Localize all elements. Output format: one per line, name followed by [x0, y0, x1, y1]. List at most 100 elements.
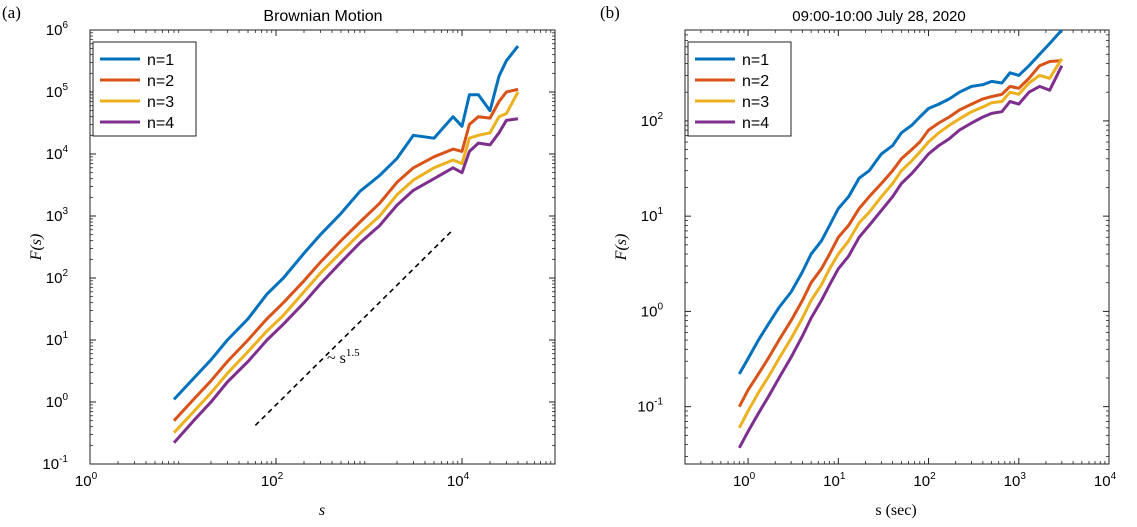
- y-tick-exponent: 0: [62, 392, 68, 403]
- plot-area-b: [684, 29, 1110, 465]
- y-tick-base: 10: [641, 303, 658, 320]
- series-line-n-3: [737, 57, 1064, 429]
- slope-annotation: ~ s1.5: [327, 347, 360, 367]
- series-line-n-2: [172, 87, 519, 422]
- x-tick-label: 104: [447, 471, 470, 490]
- legend-label: n=4: [742, 115, 769, 132]
- x-tick-exponent: 4: [464, 471, 470, 482]
- legend-label: n=3: [147, 94, 174, 111]
- x-tick-base: 10: [823, 473, 840, 490]
- legend-label: n=1: [147, 52, 174, 69]
- slope-reference-line: [254, 229, 454, 426]
- legend-a: n=1 n=2 n=3 n=4: [92, 41, 197, 137]
- y-tick-base: 10: [46, 146, 63, 163]
- series-line-n-4: [172, 117, 519, 444]
- y-tick-exponent: 1: [657, 206, 663, 217]
- panel-label-b: (b): [600, 3, 620, 22]
- legend-label: n=3: [742, 94, 769, 111]
- x-tick-label: 103: [1004, 471, 1027, 490]
- series-line-n-3: [172, 91, 520, 434]
- y-tick-label: 105: [46, 82, 69, 101]
- series-line-n-1: [737, 28, 1063, 375]
- y-tick-exponent: 6: [62, 20, 68, 31]
- x-tick-base: 10: [1004, 473, 1021, 490]
- x-tick-label: 102: [261, 471, 284, 490]
- x-tick-exponent: 2: [278, 471, 284, 482]
- y-tick-label: 10-1: [637, 397, 663, 416]
- panel-label-a: (a): [2, 3, 21, 22]
- y-axis-label-a: F(s): [28, 234, 45, 262]
- plot-area-a: [89, 29, 556, 465]
- x-tick-base: 10: [75, 473, 92, 490]
- x-tick-exponent: 2: [930, 471, 936, 482]
- panel-b: (b) 09:00-10:00 July 28, 2020 100 101 102 1…: [600, 3, 1117, 519]
- x-tick-exponent: 4: [1111, 471, 1117, 482]
- y-tick-base: 10: [42, 456, 59, 473]
- series-group-a: [172, 45, 520, 444]
- series-line-n-1: [172, 45, 520, 401]
- y-tick-exponent: 1: [62, 330, 68, 341]
- y-tick-exponent: -1: [59, 454, 68, 465]
- slope-annotation-text: ~ s: [327, 350, 346, 367]
- x-tick-base: 10: [913, 473, 930, 490]
- y-tick-base: 10: [46, 270, 63, 287]
- x-tick-label: 104: [1094, 471, 1117, 490]
- legend-label: n=2: [742, 73, 769, 90]
- y-tick-base: 10: [637, 399, 654, 416]
- legend-label: n=2: [147, 73, 174, 90]
- y-tick-exponent: 3: [62, 206, 68, 217]
- y-tick-label: 106: [46, 20, 69, 39]
- y-tick-base: 10: [46, 208, 63, 225]
- x-tick-label: 101: [823, 471, 846, 490]
- legend-label: n=4: [147, 115, 174, 132]
- y-tick-label: 101: [46, 330, 69, 349]
- chart-title-b: 09:00-10:00 July 28, 2020: [792, 8, 965, 25]
- x-tick-label: 100: [75, 471, 98, 490]
- y-tick-exponent: 4: [62, 144, 68, 155]
- series-line-n-2: [737, 59, 1062, 408]
- x-tick-label: 100: [733, 471, 756, 490]
- y-tick-label: 10-1: [42, 454, 68, 473]
- y-tick-label: 102: [46, 268, 69, 287]
- panel-a: (a) Brownian Motion 100 102 10410-11001011…: [2, 3, 556, 519]
- x-tick-exponent: 0: [750, 471, 756, 482]
- y-tick-base: 10: [46, 332, 63, 349]
- x-axis-label-b: s (sec): [875, 502, 916, 519]
- x-tick-base: 10: [261, 473, 278, 490]
- y-axis-label-b: F(s): [613, 234, 630, 262]
- x-tick-exponent: 0: [92, 471, 98, 482]
- y-tick-base: 10: [46, 394, 63, 411]
- reference-line-a: [254, 229, 454, 426]
- y-tick-base: 10: [641, 208, 658, 225]
- y-tick-exponent: 2: [657, 111, 663, 122]
- y-tick-exponent: 5: [62, 82, 68, 93]
- y-tick-label: 100: [641, 301, 664, 320]
- slope-annotation-exponent: 1.5: [346, 347, 360, 359]
- legend-label: n=1: [742, 52, 769, 69]
- y-tick-label: 102: [641, 111, 664, 130]
- x-tick-base: 10: [1094, 473, 1111, 490]
- y-tick-base: 10: [641, 113, 658, 130]
- x-tick-exponent: 3: [1020, 471, 1026, 482]
- y-tick-label: 100: [46, 392, 69, 411]
- y-tick-exponent: 0: [657, 301, 663, 312]
- y-tick-base: 10: [46, 84, 63, 101]
- legend-b: n=1 n=2 n=3 n=4: [687, 41, 792, 137]
- y-tick-label: 104: [46, 144, 69, 163]
- x-tick-exponent: 1: [840, 471, 846, 482]
- series-line-n-4: [737, 65, 1064, 449]
- x-axis-label-a: s: [319, 502, 325, 519]
- x-tick-base: 10: [733, 473, 750, 490]
- y-tick-base: 10: [46, 22, 63, 39]
- y-tick-exponent: -1: [654, 397, 663, 408]
- y-tick-label: 103: [46, 206, 69, 225]
- chart-title-a: Brownian Motion: [263, 8, 382, 25]
- x-tick-label: 102: [913, 471, 936, 490]
- y-tick-exponent: 2: [62, 268, 68, 279]
- series-group-b: [737, 28, 1064, 449]
- y-tick-label: 101: [641, 206, 664, 225]
- x-tick-base: 10: [447, 473, 464, 490]
